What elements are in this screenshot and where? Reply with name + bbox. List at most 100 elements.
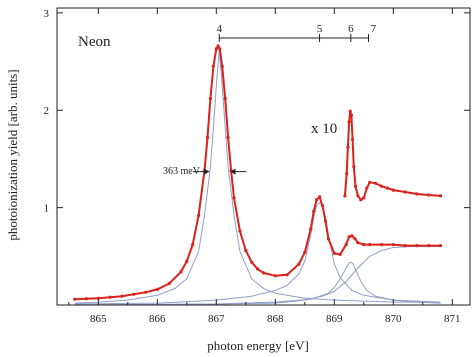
data-point xyxy=(349,113,353,117)
data-point xyxy=(315,198,319,202)
data-point xyxy=(353,237,357,241)
x-tick-label: 870 xyxy=(385,313,402,325)
x-axis-title: photon energy [eV] xyxy=(207,338,309,353)
data-point xyxy=(374,181,378,185)
data-point xyxy=(379,243,384,247)
data-point xyxy=(167,282,171,286)
data-point xyxy=(191,243,195,247)
data-point xyxy=(403,244,407,248)
data-point xyxy=(385,186,389,190)
data-point xyxy=(256,267,260,271)
data-point xyxy=(391,243,395,247)
plot-border xyxy=(56,7,471,306)
data-point xyxy=(415,192,419,196)
data-point xyxy=(438,194,443,198)
data-point xyxy=(120,294,124,298)
data-point xyxy=(368,243,372,247)
fwhm-marker xyxy=(193,168,247,175)
data-point xyxy=(108,295,112,299)
data-point xyxy=(326,237,330,241)
x-tick-label: 868 xyxy=(267,313,284,325)
data-point xyxy=(205,135,210,140)
data-point xyxy=(403,190,407,194)
data-series-main xyxy=(73,44,443,301)
data-point xyxy=(214,47,218,51)
data-point xyxy=(427,193,431,197)
data-point xyxy=(320,204,325,208)
data-point xyxy=(350,234,354,238)
data-point xyxy=(197,213,201,217)
fwhm-arrowhead-left xyxy=(204,168,210,175)
x-tick-label: 867 xyxy=(208,313,225,325)
data-point xyxy=(232,196,236,200)
series-mark-label: 4 xyxy=(217,23,223,35)
fwhm-label: 363 meV xyxy=(163,166,201,177)
plot-frame xyxy=(56,7,471,306)
data-series-x10 xyxy=(343,109,443,202)
data-line xyxy=(74,44,441,301)
fwhm-arrowhead-right xyxy=(230,168,236,175)
data-point xyxy=(348,109,352,113)
panel-label: Neon xyxy=(78,34,111,50)
data-point xyxy=(347,120,351,124)
series-mark-label: 6 xyxy=(348,23,354,35)
data-point xyxy=(185,259,189,263)
data-point xyxy=(84,297,89,301)
y-tick-label: 1 xyxy=(44,203,50,215)
series-mark-label: 5 xyxy=(317,23,323,35)
rydberg-series-marks: 4 5 6 7 xyxy=(217,23,377,42)
data-point xyxy=(285,273,289,277)
y-axis-ticks: 1 2 3 xyxy=(44,8,470,215)
data-point xyxy=(343,194,347,198)
data-point xyxy=(223,97,227,101)
x-axis-ticks: 865 866 867 868 869 870 871 xyxy=(68,8,461,325)
fit-curve xyxy=(74,246,441,306)
data-point xyxy=(244,248,248,253)
fit-curve xyxy=(74,49,441,304)
data-point xyxy=(303,250,307,254)
x-tick-label: 871 xyxy=(444,313,461,325)
data-point xyxy=(238,229,242,233)
data-point xyxy=(356,194,360,198)
data-point xyxy=(391,188,395,192)
data-point xyxy=(347,235,351,239)
data-point xyxy=(318,195,322,199)
data-point xyxy=(415,244,419,248)
x-tick-label: 869 xyxy=(326,313,343,325)
y-axis-title: photoionization yield [arb. units] xyxy=(5,69,20,240)
data-point xyxy=(353,184,358,188)
fit-curve xyxy=(74,202,441,305)
data-point xyxy=(345,171,349,176)
data-point xyxy=(379,184,384,188)
data-point xyxy=(362,196,366,200)
data-line xyxy=(343,110,441,202)
data-point xyxy=(338,252,342,256)
data-point xyxy=(323,219,328,223)
y-tick-label: 3 xyxy=(44,8,50,20)
data-point xyxy=(359,198,363,202)
series-mark-label: 7 xyxy=(371,23,377,35)
data-point xyxy=(346,145,350,149)
data-point xyxy=(351,137,355,142)
scale-label: x 10 xyxy=(311,121,337,137)
data-point xyxy=(297,262,301,266)
data-point xyxy=(309,227,313,231)
data-point xyxy=(211,64,215,68)
data-point xyxy=(438,244,443,248)
x-tick-label: 866 xyxy=(149,313,166,325)
data-point xyxy=(344,243,348,247)
data-point xyxy=(132,292,136,296)
data-point xyxy=(365,186,369,190)
data-point xyxy=(332,251,336,255)
data-point xyxy=(179,270,183,274)
data-point xyxy=(261,271,266,275)
data-point xyxy=(312,209,316,214)
data-point xyxy=(96,296,100,300)
data-point xyxy=(368,180,372,184)
data-point xyxy=(427,244,431,248)
data-point xyxy=(220,64,224,68)
data-point xyxy=(216,44,220,48)
data-point xyxy=(250,260,254,264)
data-point xyxy=(273,274,277,278)
